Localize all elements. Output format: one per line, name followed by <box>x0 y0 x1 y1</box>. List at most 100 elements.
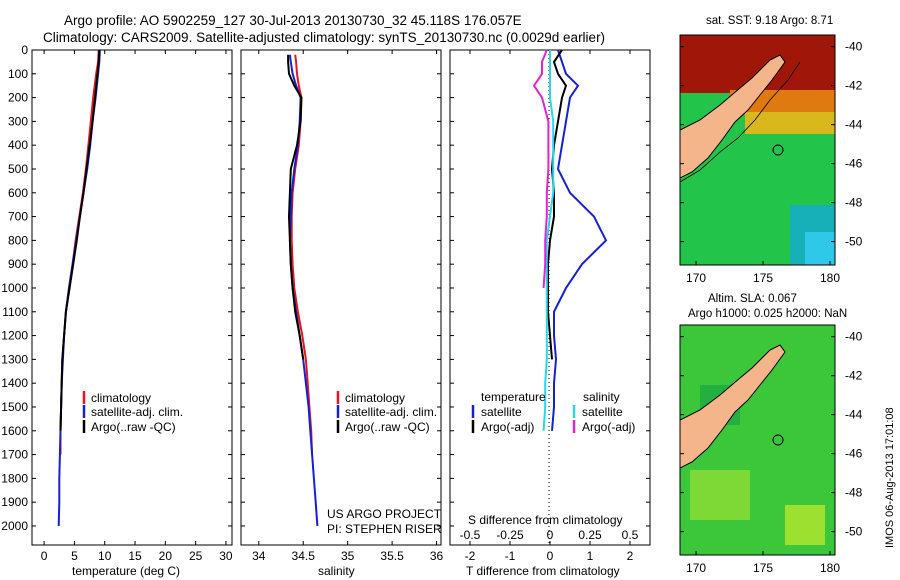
lon-tick-label: 170 <box>686 561 706 575</box>
project-annotation: US ARGO PROJECT <box>327 507 442 521</box>
legend-title-salinity: salinity <box>583 390 620 404</box>
lat-tick-label: -48 <box>845 196 863 210</box>
lat-tick-label: -42 <box>845 369 863 383</box>
depth-tick-label: 1200 <box>1 329 28 343</box>
sla-map: Altim. SLA: 0.067 Argo h1000: 0.025 h200… <box>679 293 863 575</box>
sst-map: sat. SST: 9.18 Argo: 8.71 -40-42-44-46-4… <box>679 15 863 285</box>
sla-map-image <box>680 325 835 555</box>
depth-tick-label: 2000 <box>1 519 28 533</box>
sla-map-lat-axis: -40 -42 -44 -46 -48 -50 <box>680 330 863 539</box>
argo-float-marker <box>772 144 784 156</box>
temperature-lines <box>57 49 101 527</box>
legend-label-s-satellite: satellite <box>582 405 623 419</box>
sst-map-lon-axis: 170 175 180 <box>686 261 840 285</box>
s-tick-label: 0.25 <box>578 528 602 542</box>
x-tick-label: 34 <box>252 549 266 563</box>
sla-map-frame <box>679 324 836 556</box>
lat-tick-label: -50 <box>845 235 863 249</box>
x-tick-label: 1 <box>587 549 594 563</box>
lat-tick-label: -50 <box>845 525 863 539</box>
salinity-axes-box <box>240 49 442 546</box>
timestamp-stamp: IMOS 06-Aug-2013 17:01:08 <box>884 407 896 548</box>
difference-axes-box <box>449 49 651 546</box>
x-tick-label: 2 <box>627 549 634 563</box>
lat-tick-label: -42 <box>845 79 863 93</box>
depth-tick-label: 100 <box>8 67 28 81</box>
series-salinity-satellite <box>542 50 555 431</box>
depth-tick-label: 300 <box>8 114 28 128</box>
sst-map-frame <box>679 34 836 266</box>
depth-axis: 0 100 200 300 400 500 600 700 800 900 1000 1100 1200… <box>1 43 650 533</box>
x-tick-label: 36 <box>430 549 444 563</box>
salinity-xlabel: salinity <box>318 564 355 578</box>
difference-legend: temperature salinity satellite Argo(-adj… <box>471 390 635 434</box>
t-difference-xlabel: T difference from climatology <box>466 564 620 578</box>
legend-label-satellite: satellite-adj. clim. <box>91 405 183 419</box>
x-tick-label: 0 <box>547 549 554 563</box>
s-tick-label: -0.5 <box>460 528 481 542</box>
x-tick-label: 35 <box>341 549 355 563</box>
lat-tick-label: -48 <box>845 486 863 500</box>
lon-tick-label: 180 <box>820 271 840 285</box>
depth-tick-label: 1500 <box>1 400 28 414</box>
sla-map-lon-axis: 170 175 180 <box>686 551 840 575</box>
legend-label-s-argo: Argo(-adj) <box>582 420 635 434</box>
salinity-axis: 34 34.5 35 35.5 36 <box>252 50 444 563</box>
x-tick-label: 10 <box>98 549 112 563</box>
x-tick-label: 15 <box>128 549 142 563</box>
x-tick-label: 0 <box>41 549 48 563</box>
depth-tick-label: 500 <box>8 162 28 176</box>
x-tick-label: -2 <box>465 549 476 563</box>
lat-tick-label: -46 <box>845 447 863 461</box>
s-tick-label: 0 <box>547 528 554 542</box>
sst-map-lat-axis: -40 -42 -44 -46 -48 -50 <box>680 40 863 249</box>
sst-map-image <box>680 35 835 265</box>
depth-tick-label: 600 <box>8 186 28 200</box>
sst-cyan-patch <box>805 232 835 265</box>
depth-tick-label: 800 <box>8 233 28 247</box>
sst-map-title: sat. SST: 9.18 Argo: 8.71 <box>706 15 833 27</box>
lat-tick-label: -46 <box>845 157 863 171</box>
x-tick-label: 30 <box>219 549 233 563</box>
s-difference-xlabel: S difference from climatology <box>468 513 623 527</box>
depth-tick-label: 700 <box>8 210 28 224</box>
x-tick-label: 34.5 <box>292 549 316 563</box>
lon-tick-label: 170 <box>686 271 706 285</box>
legend-title-temperature: temperature <box>481 390 546 404</box>
s-tick-label: 0.5 <box>622 528 639 542</box>
series-salinity-argo--adj- <box>532 49 550 289</box>
legend-label-climatology: climatology <box>91 391 151 405</box>
salinity-legend: climatology satellite-adj. clim. Argo(..… <box>336 391 437 434</box>
difference-panel: -2 -1 0 1 2 -0.5 -0.25 0 0.25 0.5 T difference f… <box>449 49 651 578</box>
depth-tick-label: 0 <box>21 43 28 57</box>
series-argo---raw--qc- <box>287 54 305 360</box>
x-tick-label: 25 <box>189 549 203 563</box>
depth-tick-label: 1900 <box>1 495 28 509</box>
lat-tick-label: -44 <box>845 118 863 132</box>
s-tick-label: -0.25 <box>496 528 524 542</box>
depth-tick-label: 1400 <box>1 376 28 390</box>
legend-label-climatology: climatology <box>345 391 405 405</box>
figure-title-line1: Argo profile: AO 5902259_127 30-Jul-2013… <box>64 13 522 28</box>
sla-light-patch <box>785 505 825 545</box>
x-tick-label: -1 <box>505 549 516 563</box>
depth-tick-label: 1000 <box>1 281 28 295</box>
sla-map-title-line2: Argo h1000: 0.025 h2000: NaN <box>688 308 847 320</box>
depth-tick-label: 1700 <box>1 448 28 462</box>
temperature-xlabel: temperature (deg C) <box>72 564 180 578</box>
series-satellite-adj--clim- <box>57 49 101 527</box>
t-difference-axis: -2 -1 0 1 2 <box>465 50 634 563</box>
series-argo---raw--qc- <box>59 49 101 431</box>
legend-label-satellite: satellite-adj. clim. <box>345 405 437 419</box>
x-tick-label: 35.5 <box>380 549 404 563</box>
sst-yellow-band <box>745 112 835 134</box>
coastline-contour <box>680 61 801 183</box>
sla-map-title-line1: Altim. SLA: 0.067 <box>708 293 797 305</box>
lon-tick-label: 175 <box>753 271 773 285</box>
depth-tick-label: 200 <box>8 91 28 105</box>
legend-label-t-satellite: satellite <box>481 405 522 419</box>
sla-light-patch <box>690 470 750 520</box>
figure-title-line2: Climatology: CARS2009. Satellite-adjuste… <box>43 30 605 45</box>
lat-tick-label: -44 <box>845 408 863 422</box>
